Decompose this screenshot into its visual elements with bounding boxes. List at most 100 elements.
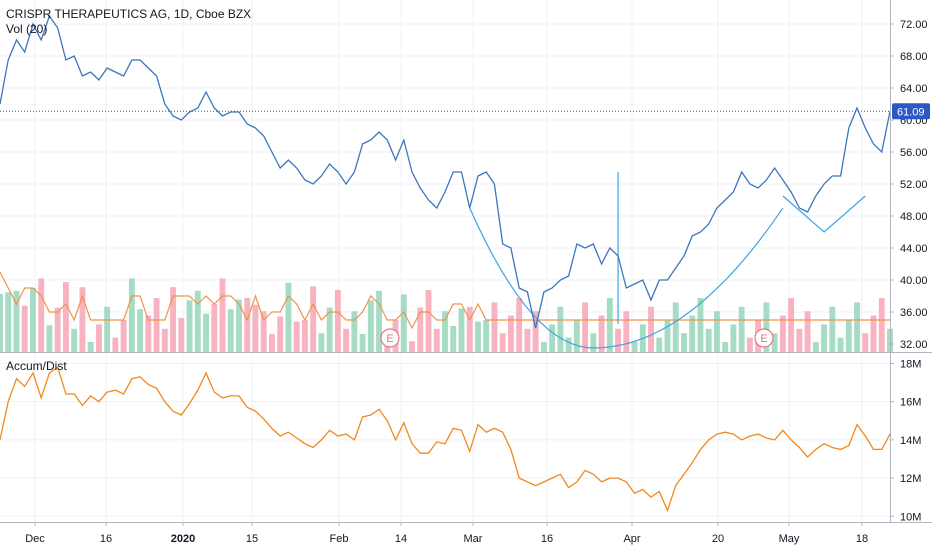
- volume-bar: [376, 290, 383, 352]
- ad-tick-label: 14M: [900, 435, 921, 447]
- labels: CRISPR THERAPEUTICS AG, 1D, Cboe BZXVol …: [6, 7, 774, 373]
- volume-bar: [499, 333, 506, 352]
- price-tick-label: 56.00: [900, 147, 928, 159]
- volume-bar: [714, 311, 720, 352]
- volume-bar: [689, 315, 696, 352]
- price-tick-label: 48.00: [900, 211, 928, 223]
- volume-bar: [62, 282, 69, 352]
- last-price-badge: [892, 103, 930, 120]
- volume-bar: [870, 315, 877, 352]
- volume-bar: [524, 328, 531, 352]
- price-tick-label: 44.00: [900, 243, 928, 255]
- cup-pattern: [469, 172, 866, 349]
- volume-bar: [491, 302, 498, 352]
- volume-bar: [269, 334, 275, 352]
- volume-bar: [697, 298, 704, 352]
- volume-bar: [285, 282, 292, 352]
- volume-bar: [837, 337, 844, 352]
- volume-label: Vol (20): [6, 22, 47, 36]
- volume-bar: [788, 298, 795, 352]
- volume-bar: [507, 315, 514, 352]
- volume-bar: [615, 328, 621, 352]
- volume-bar: [450, 326, 457, 352]
- volume-bar: [425, 290, 432, 352]
- chart-title: CRISPR THERAPEUTICS AG, 1D, Cboe BZX: [6, 7, 251, 21]
- time-tick-label: 16: [100, 533, 112, 545]
- volume-bar: [227, 309, 234, 352]
- volume-bar: [417, 307, 424, 352]
- time-tick-label: Dec: [25, 533, 45, 545]
- volume-bar: [112, 337, 119, 352]
- volume-bar: [433, 328, 440, 352]
- volume-bar: [681, 333, 687, 352]
- volume-bar: [5, 292, 12, 352]
- volume-bar: [301, 320, 308, 352]
- time-tick-label: 14: [395, 533, 407, 545]
- volume-bar: [730, 324, 737, 352]
- volume-bar: [532, 311, 539, 352]
- ad-tick-label: 10M: [900, 511, 921, 523]
- volume-bar: [442, 311, 448, 352]
- time-tick-label: 20: [712, 533, 724, 545]
- volume-bar: [738, 306, 745, 352]
- volume-bar: [260, 311, 267, 352]
- volume-bar: [549, 324, 556, 352]
- volume-bar: [483, 320, 490, 352]
- earnings-marker: [380, 328, 400, 348]
- time-tick-label: 2020: [171, 533, 195, 545]
- volume-bar: [21, 305, 28, 352]
- price-tick-label: 40.00: [900, 275, 928, 287]
- volume-bar: [598, 315, 605, 352]
- volume-bar: [170, 287, 176, 352]
- earnings-marker: [754, 328, 774, 348]
- volume-bar: [219, 278, 226, 352]
- volume-bar: [71, 328, 78, 352]
- volume-bar: [0, 294, 3, 352]
- volume-ma-line: [0, 271, 890, 330]
- volume-bar: [804, 311, 811, 352]
- volume-bar: [161, 328, 168, 352]
- volume-bar: [343, 328, 350, 352]
- ad-tick-label: 18M: [900, 358, 921, 370]
- volume-bar: [277, 316, 284, 352]
- volume-bar: [656, 337, 663, 352]
- volume-bar: [821, 324, 828, 352]
- volume-bar: [95, 324, 102, 352]
- volume-bar: [557, 306, 564, 352]
- volume-bar: [318, 333, 325, 352]
- volume-bar: [334, 290, 341, 352]
- accum-dist-line: [0, 366, 891, 513]
- cup-curve: [469, 207, 784, 349]
- volume-bar: [120, 320, 127, 352]
- volume-bar: [516, 298, 523, 352]
- volume-bar: [573, 320, 580, 352]
- earnings-marker-label: E: [760, 333, 767, 345]
- volume-bar: [293, 321, 300, 352]
- volume-bar: [763, 302, 770, 352]
- volume-bar: [400, 294, 407, 352]
- time-tick-label: 16: [541, 533, 553, 545]
- volume-bar: [137, 309, 144, 352]
- volume-bar: [565, 337, 572, 352]
- volume-bar: [845, 320, 852, 352]
- volume-bar: [252, 304, 259, 352]
- volume-bar: [128, 278, 135, 352]
- price-tick-label: 32.00: [900, 339, 928, 351]
- volume-bar: [812, 342, 819, 352]
- volume-bar: [648, 306, 654, 352]
- volume-bar: [409, 341, 415, 352]
- volume-bar: [466, 306, 473, 352]
- volume-bar: [582, 302, 589, 352]
- time-tick-label: Mar: [464, 533, 483, 545]
- volume-bar: [475, 321, 481, 352]
- volume-bar: [606, 298, 613, 352]
- volume-bar: [79, 287, 86, 352]
- volume-bar: [623, 311, 630, 352]
- time-tick-label: May: [779, 533, 800, 545]
- volume-bar: [186, 300, 193, 352]
- volume-bar: [153, 298, 160, 352]
- accum-dist-title: Accum/Dist: [6, 359, 67, 373]
- volume-bar: [878, 298, 885, 352]
- volume-bar: [178, 318, 185, 352]
